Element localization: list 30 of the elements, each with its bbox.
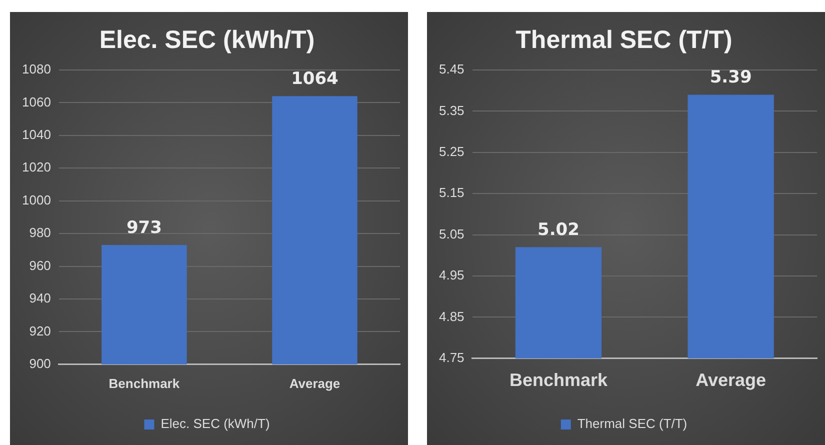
x-tick-label: Benchmark <box>108 376 180 391</box>
y-tick-label: 920 <box>29 323 51 338</box>
y-tick-label: 5.05 <box>438 226 464 242</box>
y-tick-label: 1040 <box>22 127 51 142</box>
y-tick-label: 980 <box>29 225 51 240</box>
data-label: 1064 <box>291 69 339 90</box>
y-tick-label: 900 <box>29 356 51 371</box>
x-tick-label: Benchmark <box>509 370 608 390</box>
x-tick-label: Average <box>696 370 766 390</box>
y-tick-label: 1020 <box>22 160 51 175</box>
y-tick-label: 5.25 <box>438 144 464 159</box>
data-label: 5.39 <box>710 68 752 88</box>
chart-title: Thermal SEC (T/T) <box>516 26 732 54</box>
y-tick-label: 5.35 <box>438 102 464 118</box>
y-tick-label: 1080 <box>22 62 51 77</box>
y-tick-label: 5.15 <box>438 185 464 200</box>
legend-label: Thermal SEC (T/T) <box>577 416 688 432</box>
legend-label: Elec. SEC (kWh/T) <box>160 416 270 432</box>
y-tick-label: 1060 <box>22 94 51 110</box>
y-tick-label: 4.85 <box>438 308 464 324</box>
data-label: 973 <box>126 218 162 238</box>
y-tick-label: 960 <box>29 258 51 273</box>
chart-title: Elec. SEC (kWh/T) <box>99 26 315 54</box>
y-tick-label: 5.45 <box>438 62 464 77</box>
y-tick-label: 4.95 <box>438 268 464 283</box>
y-tick-label: 940 <box>29 290 51 306</box>
y-tick-label: 1000 <box>22 192 51 208</box>
y-tick-label: 4.75 <box>438 350 464 365</box>
data-label: 5.02 <box>538 220 580 240</box>
x-tick-label: Average <box>289 376 340 391</box>
